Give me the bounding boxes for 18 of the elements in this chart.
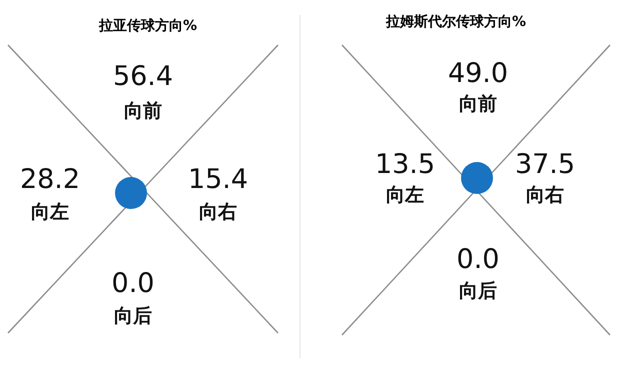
category-label: 向后 [459,280,497,302]
data-label: 13.5 [374,149,436,180]
category-label: 向前 [459,93,497,115]
data-label: 0.0 [456,244,500,275]
category-label: 向右 [199,201,237,223]
category-label: 向右 [526,184,564,206]
data-label: 0.0 [112,268,154,299]
data-label: 37.5 [514,149,576,180]
data-label: 56.4 [112,61,174,92]
text: 拉姆斯代尔传球方向% [384,13,526,30]
category-label: 向左 [386,184,424,206]
category-label: 向后 [114,305,152,327]
data-label: 15.4 [188,164,248,195]
category-label: 向左 [31,201,69,223]
category-label: 向前 [124,100,162,122]
text: 拉亚传球方向% [98,17,198,34]
data-label: 49.0 [448,58,508,89]
data-label: 28.2 [20,164,80,195]
